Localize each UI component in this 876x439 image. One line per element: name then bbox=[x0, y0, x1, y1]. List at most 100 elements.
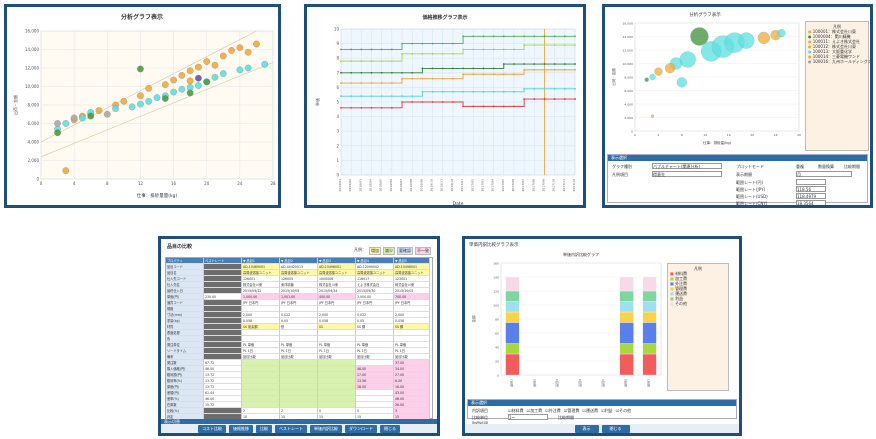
step-xtick: 2016/05 bbox=[379, 179, 383, 192]
table-cell bbox=[242, 402, 280, 408]
bubble-legend-label: 100011：えよき株式会社 bbox=[812, 39, 861, 44]
table-title: 品目の比較 bbox=[167, 244, 193, 250]
step-point-orange bbox=[523, 68, 526, 71]
stacked-bar-加工費 bbox=[619, 343, 634, 355]
step-point-orange bbox=[401, 77, 403, 80]
breakdown-checkbox[interactable]: ☑その他 bbox=[616, 408, 632, 414]
step-point-cyan bbox=[462, 90, 464, 93]
step-point-lightgreen bbox=[553, 44, 556, 46]
bubble-legend-label: 100001：株式会社川東 bbox=[812, 29, 857, 34]
table-header-cell[interactable]: ▼ 品目5 bbox=[394, 258, 430, 264]
rate-usd-input[interactable]: 118.4979 bbox=[796, 193, 826, 199]
table-cell: 2015/10/02 bbox=[394, 288, 430, 294]
step-point-lightgreen bbox=[411, 52, 414, 55]
table-cell bbox=[280, 330, 318, 336]
step-series-darkgreen bbox=[341, 63, 575, 74]
step-xtick: 2016/09 bbox=[419, 179, 423, 192]
step-point-cyan bbox=[431, 90, 434, 93]
step-point-green bbox=[370, 48, 373, 51]
check-quantity[interactable]: 数量換算 bbox=[818, 164, 834, 169]
bubble-point bbox=[649, 73, 656, 81]
table-footer-head: 表示切替 bbox=[161, 419, 437, 424]
table-row-label: 重量(kg) bbox=[166, 318, 204, 324]
bubble-point bbox=[679, 51, 696, 68]
rate-yen-input[interactable] bbox=[796, 179, 826, 185]
step-point-red bbox=[350, 106, 353, 109]
table-action-button[interactable]: 比較 bbox=[255, 424, 272, 433]
table-cell bbox=[242, 336, 280, 342]
table-cell: 46.00 bbox=[204, 396, 242, 402]
scatter-xtick: 20 bbox=[204, 181, 210, 186]
table-header-cell[interactable]: ▼ 品目1 bbox=[242, 258, 280, 264]
stacked-action-button[interactable]: 閉じる bbox=[601, 424, 630, 433]
stacked-ytick: 120 bbox=[493, 290, 499, 294]
table-action-button[interactable]: ベストレート bbox=[274, 424, 308, 433]
table-action-button[interactable]: 価格推移 bbox=[228, 424, 253, 433]
rate-jpy-input[interactable]: 118.56 bbox=[796, 186, 826, 192]
step-point-darkgreen bbox=[411, 71, 414, 74]
breakdown-checkbox[interactable]: ☑管理費 bbox=[564, 408, 580, 414]
breakdown-checkbox[interactable]: ☑外注費 bbox=[545, 408, 561, 414]
table-action-button[interactable]: ダウンロード bbox=[345, 424, 378, 433]
check-period[interactable]: 比較期間 bbox=[844, 164, 860, 169]
table-header-cell[interactable]: ▼ 品目4 bbox=[356, 258, 394, 264]
table-cell bbox=[204, 276, 242, 282]
step-point-green bbox=[421, 42, 424, 45]
step-point-cyan bbox=[350, 95, 353, 98]
step-point-darkgreen bbox=[472, 67, 475, 70]
table-cell: 2,000 bbox=[242, 312, 280, 318]
scatter-xtick: 4 bbox=[73, 181, 76, 186]
table-header-cell[interactable]: ▼ 品目3 bbox=[318, 258, 356, 264]
table-cell bbox=[280, 378, 318, 384]
table-action-button[interactable]: コスト比較 bbox=[197, 424, 226, 433]
checkbox-icon: ☑ bbox=[615, 408, 620, 413]
table-cell bbox=[242, 306, 280, 312]
item-comparison-panel: 品目の比較 凡例： 増加 減少 要確認 不一致 プロパティ ベストレート ▼ 品目1 ▼ 品目… bbox=[158, 236, 440, 436]
stacked-xtick: 品目4 bbox=[578, 379, 582, 387]
stacked-xtick: 品目5 bbox=[601, 379, 605, 387]
table-cell: 高周波溶接ユニット bbox=[280, 270, 318, 276]
step-point-orange bbox=[502, 73, 505, 76]
table-cell bbox=[242, 396, 280, 402]
label-compare-unit: 比較単位 bbox=[472, 415, 488, 420]
table-cell bbox=[318, 360, 356, 366]
step-series-cyan bbox=[341, 88, 575, 97]
legend-dot-icon: ● bbox=[808, 39, 813, 44]
step-series-lightgreen bbox=[341, 44, 575, 62]
step-xtick: 2016/03 bbox=[358, 179, 362, 192]
breakdown-checkbox[interactable]: ☑材料費 bbox=[508, 408, 524, 414]
checkbox-label: その他 bbox=[619, 408, 632, 413]
table-row-label: 差額(円) bbox=[166, 390, 204, 396]
scatter-ytick: 10,000 bbox=[25, 84, 39, 89]
stacked-action-button[interactable]: 表示 bbox=[574, 424, 599, 433]
step-point-cyan bbox=[340, 95, 342, 98]
check-overlap[interactable]: 重複 bbox=[796, 164, 804, 169]
table-row-label: 比較(%) bbox=[166, 408, 204, 414]
breakdown-checkbox[interactable]: ☑運送費 bbox=[582, 408, 598, 414]
table-cell: 15.72 bbox=[204, 402, 242, 408]
table-cell: 株式会社川東 bbox=[394, 282, 430, 288]
legend-item-select[interactable]: 得意先 bbox=[652, 171, 722, 177]
step-xtick: 2016/11 bbox=[440, 179, 444, 192]
step-point-lightgreen bbox=[452, 52, 454, 55]
table-cell: 61.44 bbox=[204, 390, 242, 396]
breakdown-checkbox[interactable]: ☑加工費 bbox=[527, 408, 543, 414]
bubble-legend-label: 1000004：関川精機 bbox=[812, 34, 851, 39]
step-point-darkgreen bbox=[340, 71, 342, 74]
breakdown-checkbox[interactable]: ☑利益 bbox=[601, 408, 613, 414]
compare-unit-input[interactable]: 1〜 bbox=[508, 414, 548, 420]
stacked-panel-title: 単価内訳比較グラフ表示 bbox=[469, 243, 519, 248]
table-legend-item: 不一致 bbox=[415, 247, 431, 255]
table-header-cell[interactable]: ▼ 品目2 bbox=[280, 258, 318, 264]
table-action-button[interactable]: 単価内訳比較 bbox=[310, 424, 343, 433]
graph-type-select[interactable]: バブルチャート(関連分析) bbox=[652, 163, 722, 169]
period-select[interactable]: 月 bbox=[796, 171, 852, 177]
table-legend-item: 要確認 bbox=[397, 247, 413, 255]
step-point-cyan bbox=[360, 95, 363, 98]
step-point-orange bbox=[360, 82, 363, 84]
rate-cny-input[interactable]: 18.3564 bbox=[796, 200, 826, 205]
table-action-button[interactable]: 閉じる bbox=[380, 424, 401, 433]
scatter-xtick: 8 bbox=[106, 181, 109, 186]
scatter-point-green bbox=[186, 89, 194, 97]
step-ytick: 2 bbox=[336, 143, 339, 148]
